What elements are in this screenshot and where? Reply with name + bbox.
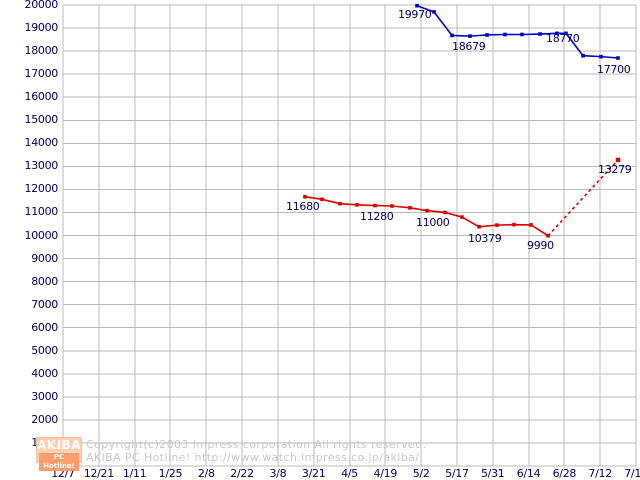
y-axis-tick-label: 5000 (31, 343, 58, 357)
series-marker (303, 194, 307, 199)
series-marker (503, 32, 507, 37)
series-marker (520, 32, 524, 37)
data-point-label: 11680 (286, 200, 320, 213)
x-axis-tick-label: 3/21 (301, 467, 326, 480)
series-marker (485, 33, 489, 37)
series-line (547, 159, 619, 237)
data-point-label: 19970 (398, 8, 432, 21)
x-axis-tick-label: 7/12 (588, 467, 612, 480)
data-point-label: 18770 (546, 32, 580, 45)
y-axis-tick-label: 9000 (31, 251, 58, 265)
x-axis-tick-label: 2/22 (230, 467, 254, 480)
y-axis-tick-label: 20000 (24, 0, 59, 11)
y-axis-tick-label: 10000 (24, 228, 59, 242)
y-axis-tick-label: 12000 (24, 182, 59, 196)
series-marker (512, 222, 516, 227)
y-axis-tick-label: 1000 (31, 435, 58, 449)
data-point-label: 17700 (597, 63, 631, 76)
series-marker (581, 53, 585, 58)
y-axis-tick-label: 14000 (24, 136, 59, 150)
data-point-label: 9990 (527, 239, 554, 252)
y-axis-tick-label: 4000 (31, 366, 58, 380)
data-point-label: 11280 (360, 210, 394, 223)
x-axis-tick-label: 3/8 (269, 467, 287, 480)
data-point-label: 13279 (598, 163, 632, 176)
data-point-label: 10379 (468, 232, 502, 245)
y-axis-tick-label: 11000 (24, 205, 59, 219)
series-marker (538, 32, 542, 36)
y-axis-tick-label: 13000 (24, 159, 59, 173)
series-marker (443, 210, 447, 215)
y-axis-tick-label: 3000 (31, 389, 58, 403)
series-line (416, 4, 619, 59)
series-marker (450, 33, 454, 38)
x-axis-tick-label: 6/14 (516, 467, 541, 480)
y-axis-tick-label: 16000 (24, 90, 59, 104)
y-axis-tick-label: 7000 (31, 297, 58, 311)
y-axis-tick-label: 18000 (24, 44, 59, 58)
y-axis-tick-label: 2000 (31, 412, 58, 426)
chart-series-layer (303, 3, 621, 238)
series-marker (408, 206, 412, 210)
x-axis-tick-label: 1/11 (122, 467, 147, 480)
x-axis-tick-label: 1/25 (158, 467, 183, 480)
chart-gridlines (62, 4, 637, 467)
x-axis-tick-label: 5/31 (480, 467, 505, 480)
y-axis-tick-label: 19000 (24, 21, 59, 35)
x-axis-tick-label: 5/2 (412, 467, 430, 480)
series-marker (373, 203, 377, 208)
series-marker (355, 203, 359, 207)
y-axis-tick-label: 8000 (31, 274, 58, 288)
x-axis-tick-label: 2/8 (197, 467, 215, 480)
series-marker (468, 34, 472, 38)
data-point-label: 18679 (452, 40, 486, 53)
data-point-label: 11000 (416, 216, 450, 229)
series-marker (599, 54, 603, 59)
y-axis-tick-label: 17000 (24, 67, 59, 81)
y-axis-tick-label: 6000 (31, 320, 58, 334)
x-axis-tick-label: 12/21 (83, 467, 115, 480)
series-marker (555, 31, 559, 36)
series-marker (529, 223, 533, 227)
x-axis-tick-label: 5/17 (445, 467, 469, 480)
x-axis-tick-label: 6/28 (552, 467, 577, 480)
series-marker (390, 204, 394, 208)
series-marker (425, 208, 429, 213)
series-marker (432, 10, 436, 14)
series-marker (338, 201, 342, 206)
x-axis-tick-label: 4/19 (373, 467, 398, 480)
x-axis-tick-label: 4/5 (341, 467, 358, 480)
series-marker (615, 157, 621, 163)
series-marker (616, 56, 620, 60)
series-marker (495, 223, 499, 227)
series-marker (460, 215, 464, 219)
series-marker (415, 3, 419, 8)
series-marker (320, 197, 324, 202)
x-axis-tick-label: 7/19 (624, 467, 640, 480)
y-axis-tick-label: 15000 (24, 113, 59, 127)
x-axis-tick-label: 12/7 (51, 467, 75, 480)
series-marker (477, 224, 481, 229)
series-marker (564, 31, 568, 36)
